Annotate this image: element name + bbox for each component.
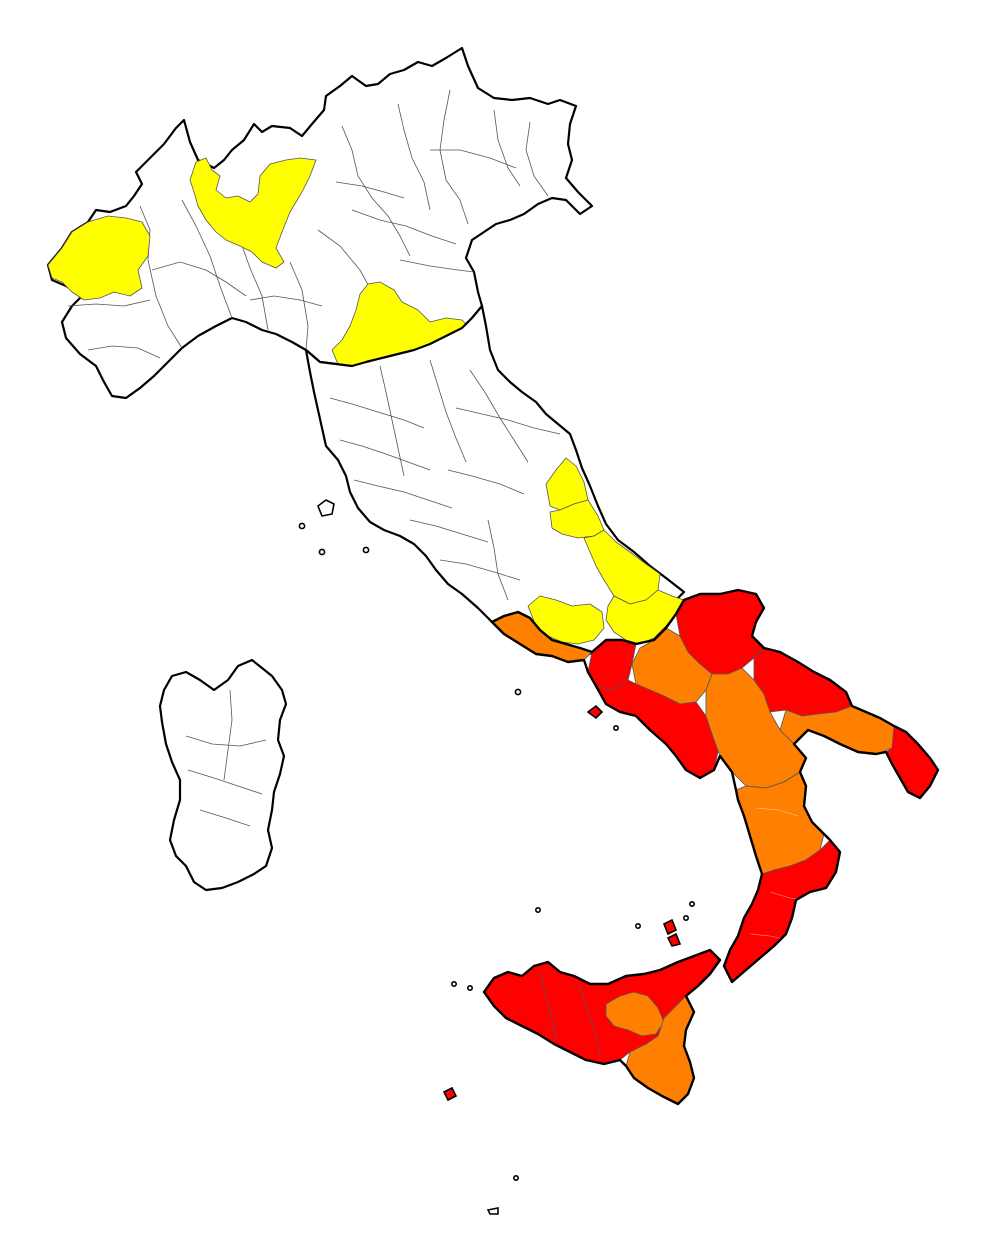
- southern-provinces: [491, 589, 939, 983]
- central-province-borders: [329, 359, 561, 601]
- north-province-borders: [67, 89, 549, 359]
- north-italy-region: [46, 46, 594, 400]
- sardinia: [158, 658, 288, 892]
- sicily: [482, 948, 722, 1106]
- small-islands: [298, 499, 695, 1215]
- yellow-provinces-central: [527, 457, 685, 645]
- south-coastline: [490, 588, 940, 984]
